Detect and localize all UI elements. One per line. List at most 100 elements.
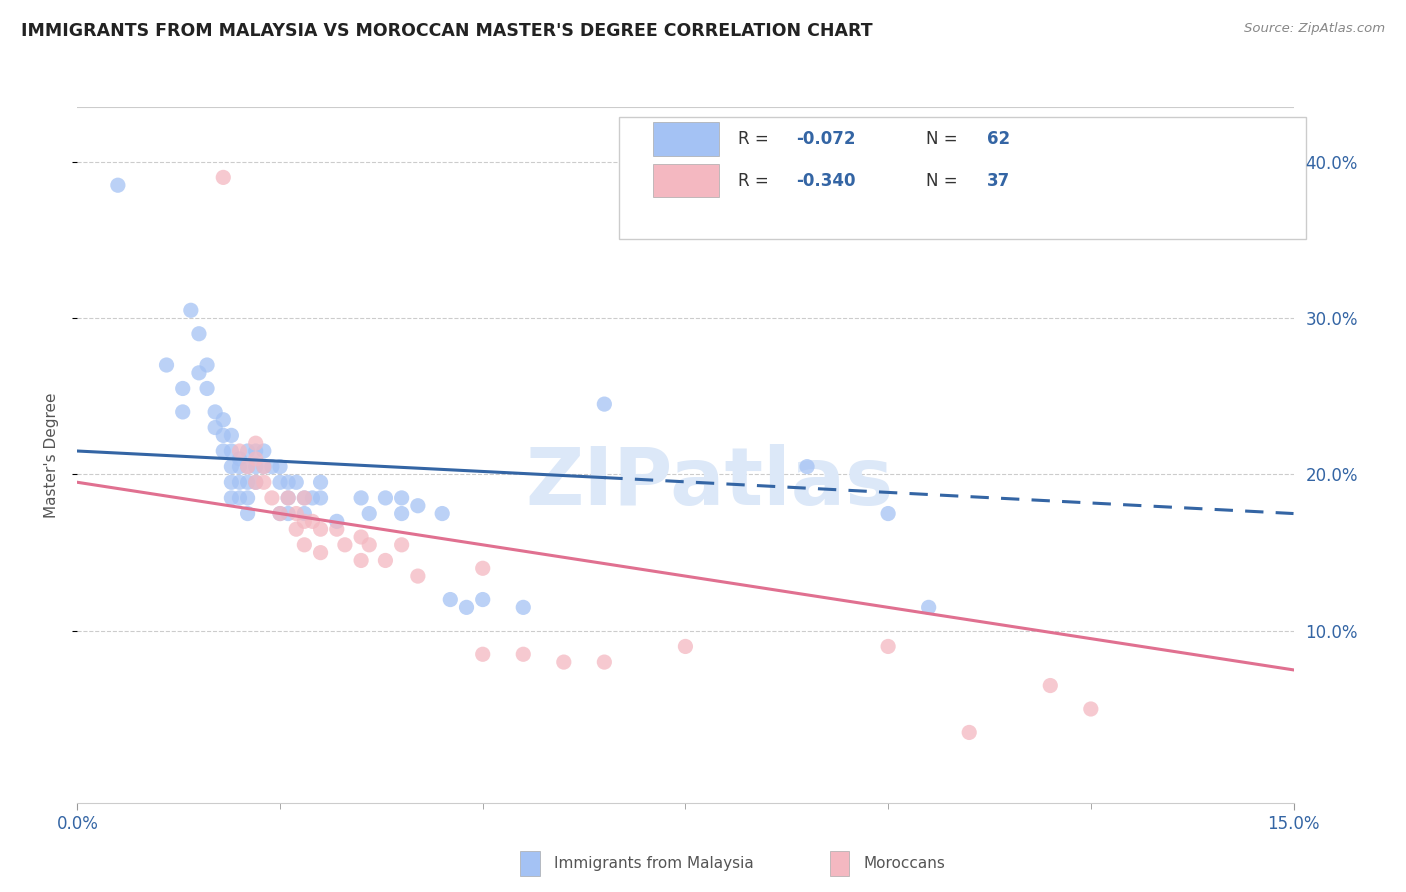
Point xyxy=(292,491,315,505)
Point xyxy=(957,725,980,739)
Point xyxy=(292,514,315,528)
Point xyxy=(212,428,235,442)
Point xyxy=(309,522,332,536)
Point xyxy=(269,475,291,490)
Point xyxy=(277,491,299,505)
Point xyxy=(918,600,941,615)
Y-axis label: Master's Degree: Master's Degree xyxy=(44,392,59,517)
Point xyxy=(471,561,494,575)
Point xyxy=(221,459,243,474)
Point xyxy=(359,538,381,552)
Text: -0.072: -0.072 xyxy=(796,130,856,148)
Point xyxy=(221,428,243,442)
Text: R =: R = xyxy=(738,130,773,148)
Point xyxy=(877,507,900,521)
Point xyxy=(188,366,211,380)
Point xyxy=(391,507,413,521)
Point xyxy=(245,475,267,490)
Point xyxy=(107,178,129,193)
Point xyxy=(301,491,323,505)
Point xyxy=(253,459,276,474)
Point xyxy=(212,444,235,458)
Point xyxy=(553,655,575,669)
Point xyxy=(245,451,267,466)
Point xyxy=(236,459,259,474)
Point xyxy=(326,522,349,536)
Point xyxy=(301,514,323,528)
Point xyxy=(309,475,332,490)
Point xyxy=(292,507,315,521)
Point xyxy=(172,382,194,396)
Point xyxy=(333,538,356,552)
Point xyxy=(188,326,211,341)
Point xyxy=(180,303,202,318)
Point xyxy=(245,459,267,474)
Text: IMMIGRANTS FROM MALAYSIA VS MOROCCAN MASTER'S DEGREE CORRELATION CHART: IMMIGRANTS FROM MALAYSIA VS MOROCCAN MAS… xyxy=(21,22,873,40)
Point xyxy=(391,491,413,505)
Point xyxy=(309,491,332,505)
Point xyxy=(204,405,226,419)
Point xyxy=(269,507,291,521)
Point xyxy=(439,592,461,607)
Point xyxy=(292,491,315,505)
Point xyxy=(212,170,235,185)
Point xyxy=(350,530,373,544)
Point xyxy=(406,499,429,513)
Point xyxy=(245,475,267,490)
Point xyxy=(253,459,276,474)
Point xyxy=(236,459,259,474)
Point xyxy=(285,522,308,536)
Point xyxy=(253,444,276,458)
Point xyxy=(195,382,218,396)
Text: 62: 62 xyxy=(987,130,1010,148)
Point xyxy=(212,413,235,427)
Point xyxy=(877,640,900,654)
Point xyxy=(269,459,291,474)
Point xyxy=(260,491,283,505)
Point xyxy=(195,358,218,372)
Point xyxy=(269,507,291,521)
Point xyxy=(350,491,373,505)
Point xyxy=(228,444,250,458)
Point xyxy=(228,491,250,505)
Point xyxy=(285,507,308,521)
Text: -0.340: -0.340 xyxy=(796,172,856,190)
Point xyxy=(1080,702,1102,716)
Point xyxy=(285,475,308,490)
Point xyxy=(236,444,259,458)
Text: Immigrants from Malaysia: Immigrants from Malaysia xyxy=(554,856,754,871)
Point xyxy=(374,553,396,567)
Point xyxy=(391,538,413,552)
Point xyxy=(228,459,250,474)
Text: R =: R = xyxy=(738,172,773,190)
Point xyxy=(172,405,194,419)
Point xyxy=(277,491,299,505)
FancyBboxPatch shape xyxy=(652,122,720,156)
Point xyxy=(204,420,226,434)
Text: 37: 37 xyxy=(987,172,1011,190)
Point xyxy=(277,475,299,490)
Point xyxy=(309,546,332,560)
Point xyxy=(221,491,243,505)
Point xyxy=(1039,679,1062,693)
Point xyxy=(245,444,267,458)
Point xyxy=(796,459,818,474)
Point xyxy=(593,397,616,411)
Point xyxy=(292,538,315,552)
Point xyxy=(406,569,429,583)
Point xyxy=(221,444,243,458)
Point xyxy=(260,459,283,474)
Point xyxy=(236,475,259,490)
Point xyxy=(456,600,478,615)
Point xyxy=(359,507,381,521)
Text: Moroccans: Moroccans xyxy=(863,856,945,871)
Point xyxy=(471,592,494,607)
Point xyxy=(326,514,349,528)
Point xyxy=(236,507,259,521)
Point xyxy=(228,475,250,490)
Point xyxy=(593,655,616,669)
Point xyxy=(245,436,267,450)
Point xyxy=(228,451,250,466)
Point xyxy=(374,491,396,505)
Text: Source: ZipAtlas.com: Source: ZipAtlas.com xyxy=(1244,22,1385,36)
